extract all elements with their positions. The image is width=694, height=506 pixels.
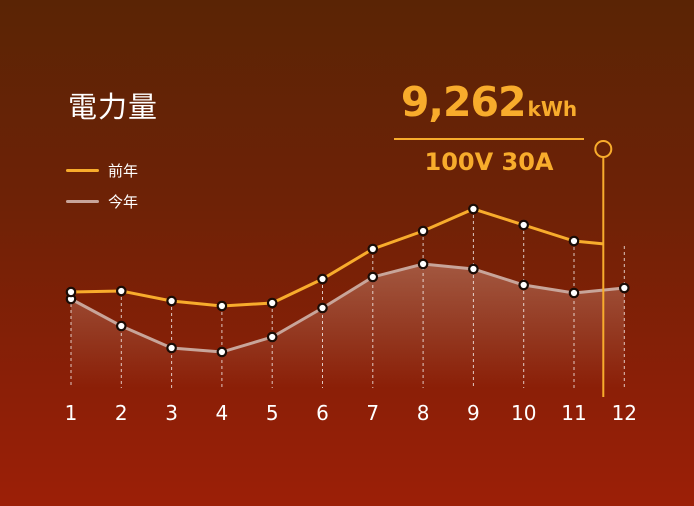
point-previous [166, 295, 177, 307]
point-previous [216, 300, 228, 312]
x-tick-label: 10 [511, 401, 536, 425]
x-tick-label: 4 [216, 401, 229, 425]
point-previous [568, 235, 580, 247]
point-previous [317, 273, 328, 285]
point-current [266, 331, 278, 343]
line-previous [70, 207, 604, 308]
point-current [116, 320, 127, 332]
x-tick-label: 11 [561, 401, 586, 425]
point-previous [266, 297, 278, 309]
x-tick-label: 3 [165, 401, 178, 425]
legend-label-current: 今年 [108, 193, 139, 211]
x-tick-label: 2 [115, 401, 128, 425]
point-previous [367, 243, 379, 255]
chart-title: 電力量 [68, 90, 159, 124]
x-tick-label: 9 [467, 401, 480, 425]
point-current [468, 263, 479, 275]
legend-line-previous [66, 169, 99, 172]
x-tick-label: 1 [65, 401, 78, 425]
x-tick-label: 12 [612, 401, 637, 425]
legend-item-previous: 前年 [66, 155, 138, 186]
line-current [70, 262, 625, 354]
point-current [568, 287, 580, 299]
legend-item-current: 今年 [66, 186, 138, 217]
point-previous [65, 286, 77, 298]
area-current [71, 264, 625, 388]
legend-line-current [66, 200, 99, 203]
x-tick-label: 8 [417, 401, 430, 425]
point-previous [417, 225, 429, 237]
total-value: 9,262 [400, 78, 527, 126]
point-current [417, 258, 429, 270]
spec-readout: 100V 30A [424, 148, 554, 176]
legend: 前年 今年 [66, 155, 138, 217]
point-previous [468, 203, 479, 215]
point-current [166, 342, 177, 354]
point-current [618, 282, 630, 294]
marker-handle[interactable] [594, 140, 613, 158]
legend-label-previous: 前年 [108, 162, 139, 180]
x-tick-label: 5 [266, 401, 279, 425]
point-current [518, 279, 529, 291]
x-tick-label: 7 [366, 401, 379, 425]
point-previous [518, 219, 529, 231]
point-current [317, 302, 328, 314]
x-tick-label: 6 [316, 401, 329, 425]
total-unit: kWh [527, 97, 578, 121]
point-current [216, 346, 228, 358]
point-previous [116, 285, 127, 297]
total-readout: 9,262 kWh [394, 78, 584, 126]
point-current [367, 271, 379, 283]
